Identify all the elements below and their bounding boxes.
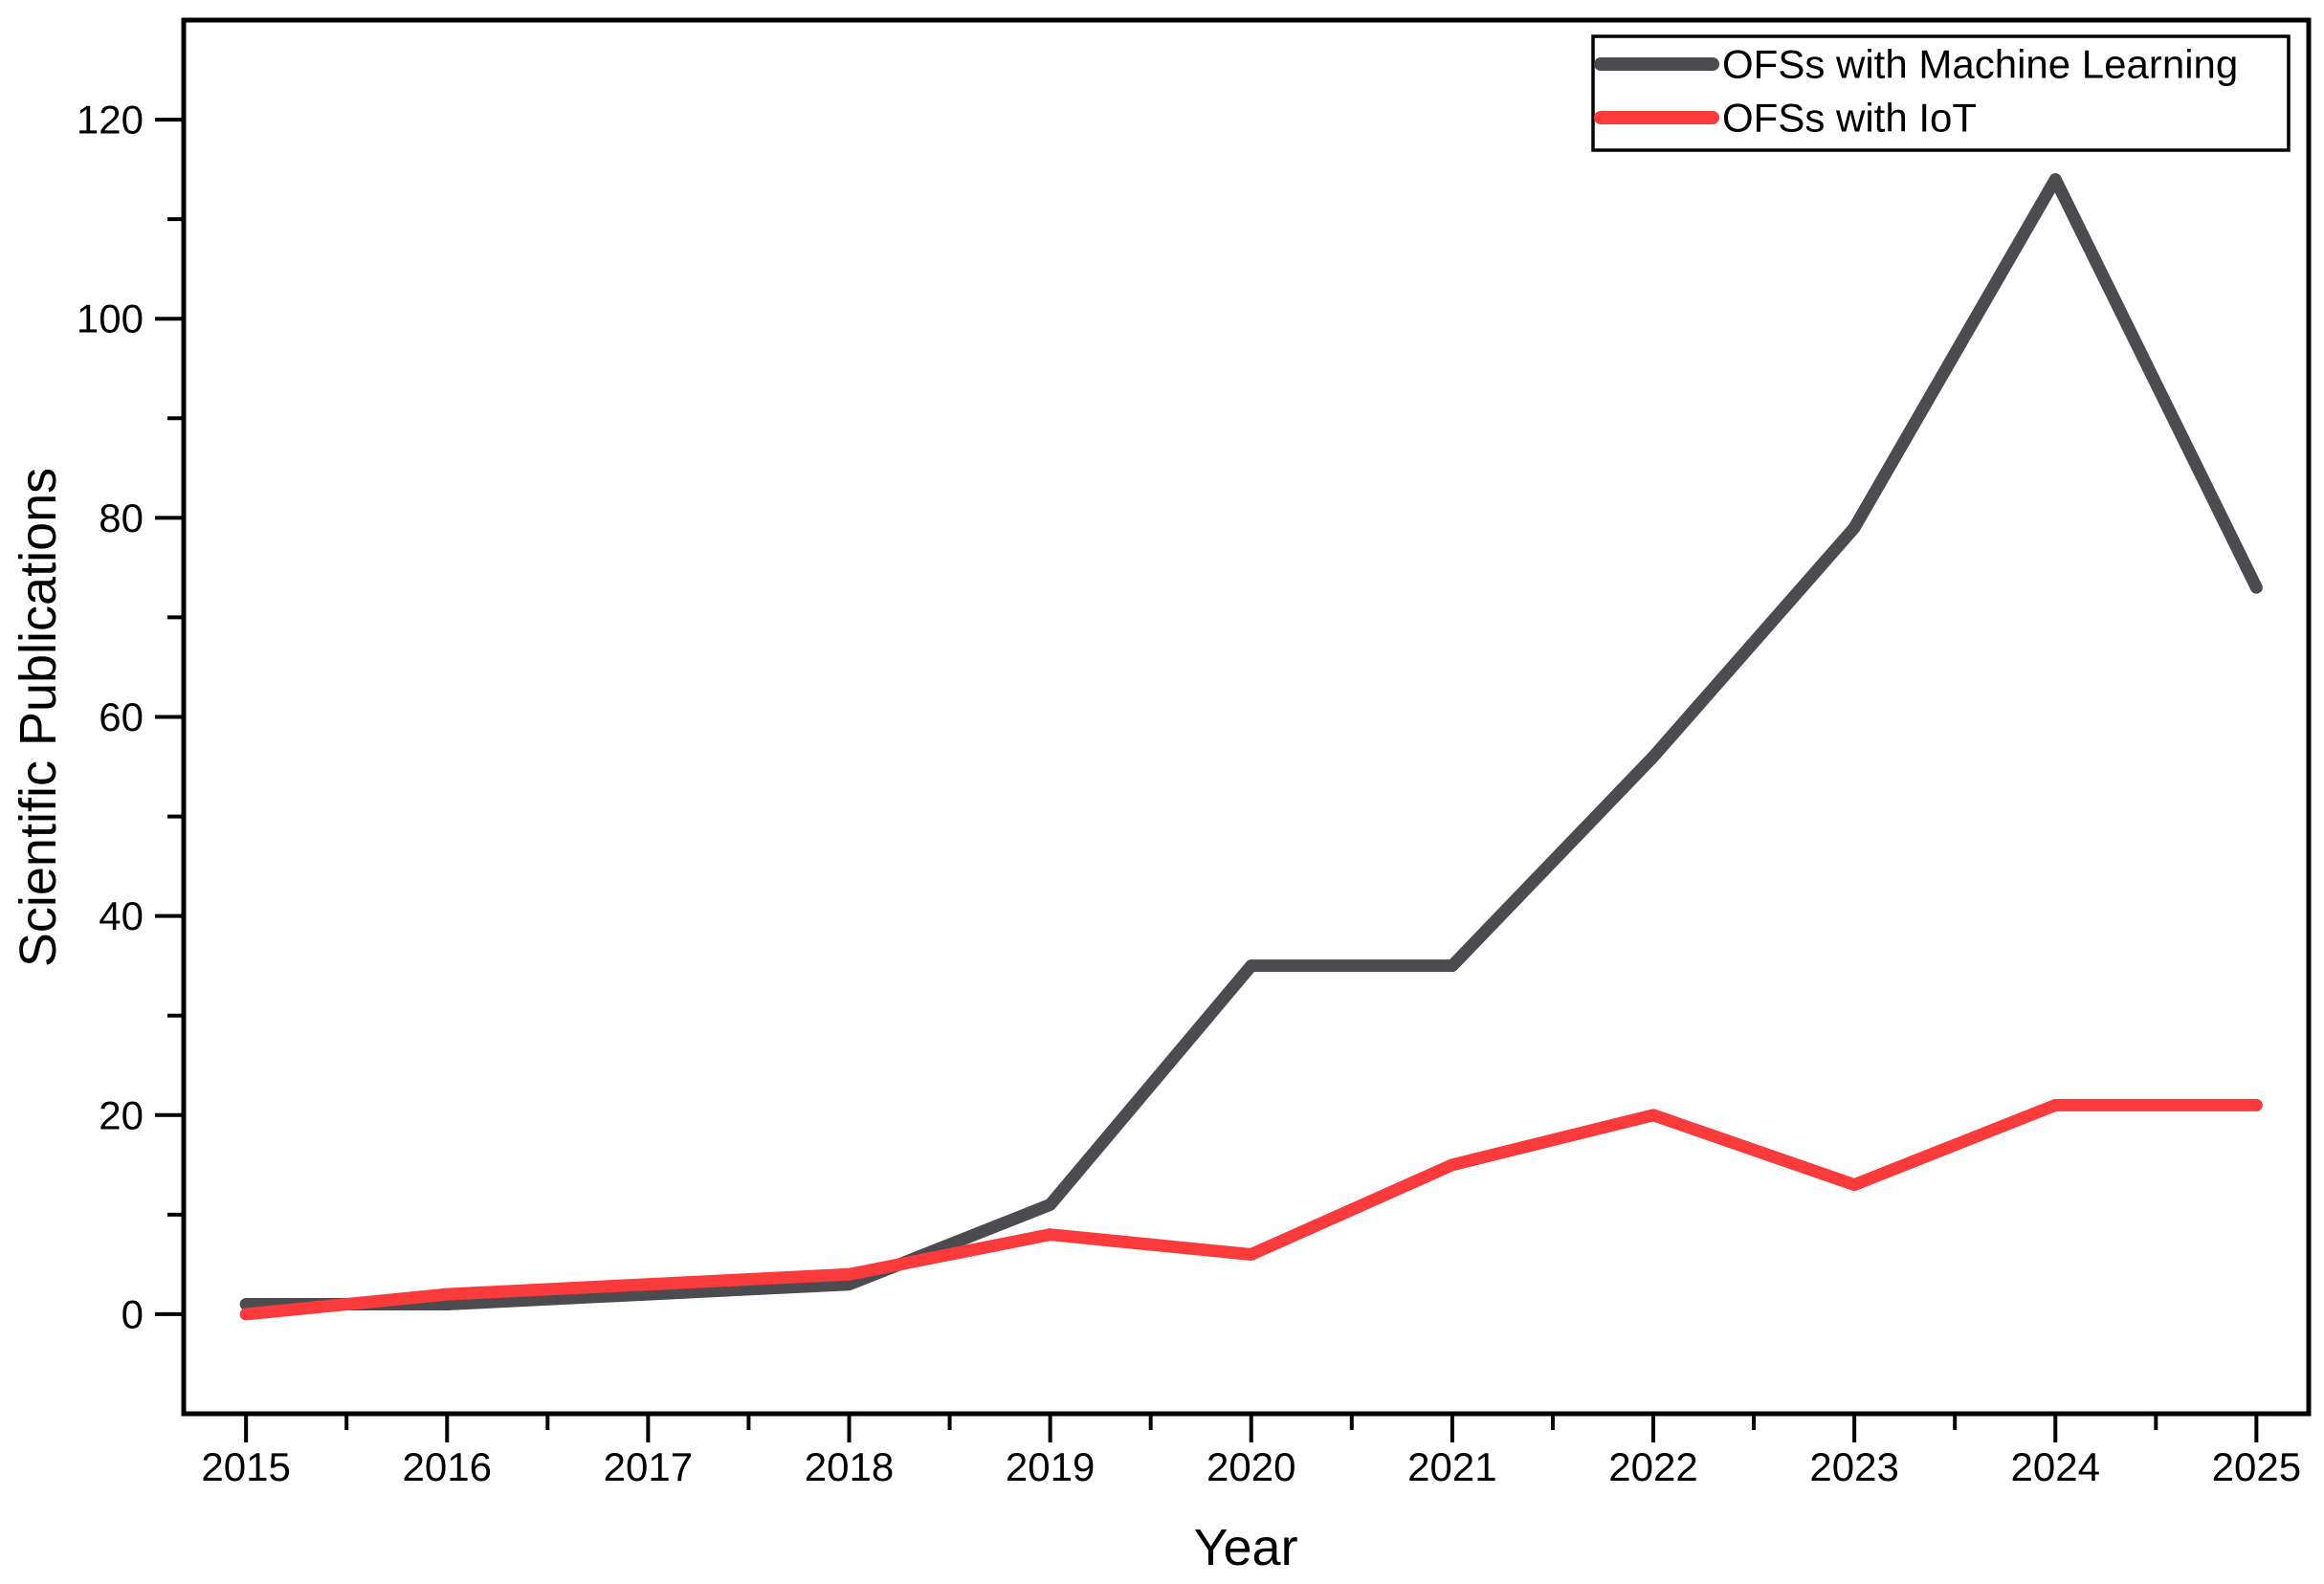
series-line-iot	[239, 1098, 2263, 1321]
x-tick-label: 2015	[201, 1444, 290, 1489]
series-layer	[239, 173, 2263, 1321]
plot-frame	[181, 17, 2312, 1417]
legend-label: OFSs with IoT	[1722, 96, 1977, 141]
x-tick-label: 2019	[1006, 1444, 1095, 1489]
y-axis-title: Scientific Publications	[10, 468, 67, 967]
legend: OFSs with Machine Learning OFSs with IoT	[1591, 34, 2291, 152]
x-tick-label: 2018	[805, 1444, 894, 1489]
axes-layer: 2015 2016 2017 2018 2019 2020 2021 2022 2023 2024…	[77, 17, 2312, 1489]
y-tick-label: 80	[99, 495, 144, 540]
y-tick-label: 120	[77, 98, 144, 143]
y-tick-label: 100	[77, 297, 144, 341]
series-line-ml	[239, 173, 2263, 1311]
x-tick-label: 2017	[604, 1444, 693, 1489]
x-tick-label: 2025	[2212, 1444, 2301, 1489]
y-tick-label: 60	[99, 694, 144, 739]
x-axis-title: Year	[1193, 1519, 1297, 1576]
x-tick-label: 2023	[1809, 1444, 1898, 1489]
legend-box	[1591, 34, 2291, 152]
y-tick-label: 0	[122, 1291, 144, 1336]
x-tick-label: 2022	[1608, 1444, 1697, 1489]
x-tick-label: 2021	[1407, 1444, 1496, 1489]
x-tick-label: 2024	[2011, 1444, 2100, 1489]
x-tick-label: 2020	[1206, 1444, 1295, 1489]
y-tick-label: 20	[99, 1092, 144, 1137]
x-tick-label: 2016	[403, 1444, 492, 1489]
y-tick-label: 40	[99, 893, 144, 938]
legend-label: OFSs with Machine Learning	[1722, 42, 2238, 87]
